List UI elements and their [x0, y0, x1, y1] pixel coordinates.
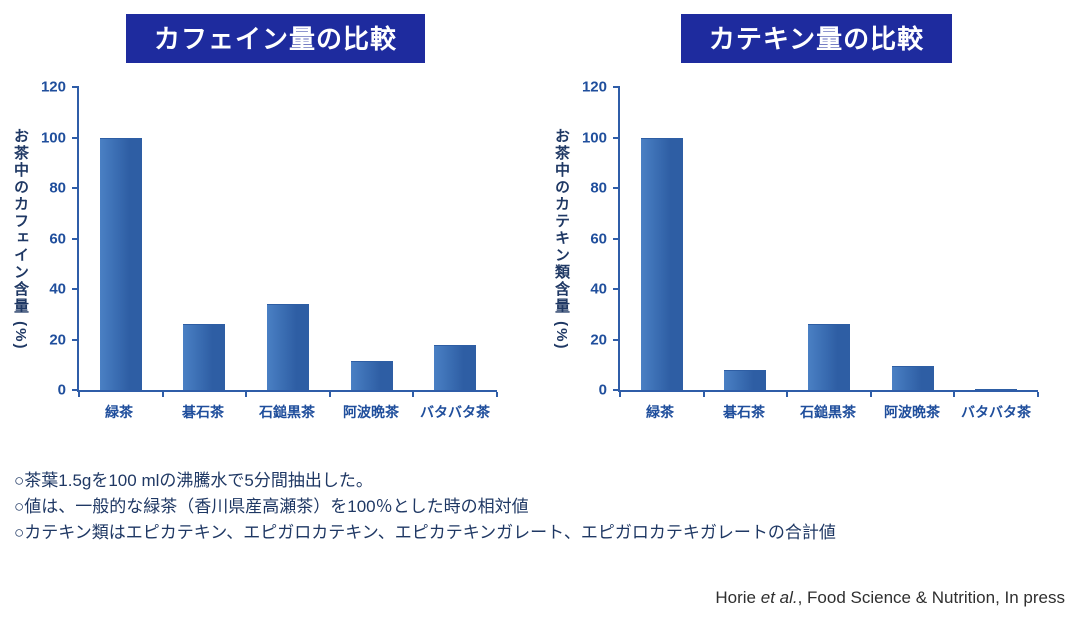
y-tick-label: 100: [40, 129, 66, 146]
plot-area: 0 20 40 60 80 100 120: [582, 80, 1039, 398]
y-tick-label: 0: [57, 381, 66, 399]
x-category-label: 緑茶: [646, 404, 674, 420]
bar-slot: [871, 87, 955, 390]
bars-row: [620, 87, 1038, 390]
caffeine-chart: カフェイン量の比較 お茶中のカフェイン含量 (%) 0 20 40 60 80 100 12…: [0, 14, 541, 422]
bar-slot: [330, 87, 414, 390]
bar: [434, 344, 477, 390]
y-tick-label: 80: [590, 179, 607, 197]
x-tick-mark: [328, 392, 331, 397]
bar: [183, 324, 226, 390]
y-tick-label: 60: [590, 230, 607, 247]
bar-slot: [787, 87, 871, 390]
x-tick-mark: [953, 392, 956, 397]
chart-body: お茶中のカテキン類含量 (%) 0 20 40 60 80 100 120 緑茶 碁石茶 石鎚黒…: [551, 80, 1082, 422]
y-tick-label: 120: [581, 78, 607, 96]
y-tick-mark: [72, 237, 79, 240]
bars-row: [79, 87, 497, 390]
chart-body: お茶中のカフェイン含量 (%) 0 20 40 60 80 100 120 緑茶 碁石茶 石鎚黒…: [10, 80, 541, 422]
bar: [99, 137, 142, 390]
x-category-label: 石鎚黒茶: [800, 404, 856, 420]
x-category-label: 碁石茶: [182, 404, 224, 420]
x-tick-mark: [161, 392, 164, 397]
y-tick-label: 0: [598, 381, 607, 399]
bar: [891, 366, 934, 390]
x-category-label: 緑茶: [105, 404, 133, 420]
bar-slot: [163, 87, 247, 390]
y-tick-label: 80: [49, 179, 66, 197]
x-category-label: 石鎚黒茶: [259, 404, 315, 420]
plot-wrap: 0 20 40 60 80 100 120 緑茶 碁石茶 石鎚黒茶 阿波晩茶 バタバタ茶: [41, 80, 498, 422]
bar: [266, 304, 309, 390]
bar: [350, 360, 393, 390]
plot-area: 0 20 40 60 80 100 120: [41, 80, 498, 398]
x-axis-labels: 緑茶 碁石茶 石鎚黒茶 阿波晩茶 バタバタ茶: [618, 402, 1038, 422]
y-tick-mark: [72, 288, 79, 290]
y-tick-label: 60: [49, 230, 66, 247]
citation-author: Horie: [715, 588, 761, 607]
bar-slot: [954, 87, 1038, 390]
bar-slot: [246, 87, 330, 390]
y-tick-mark: [613, 187, 620, 189]
citation-source: , Food Science & Nutrition, In press: [797, 588, 1065, 607]
y-tick-label: 120: [40, 78, 66, 96]
footnotes: ○茶葉1.5gを100 mlの沸騰水で5分間抽出した。 ○値は、一般的な緑茶（香…: [14, 468, 1083, 546]
x-tick-mark: [78, 392, 80, 397]
x-tick-mark: [869, 392, 872, 397]
y-tick-label: 40: [49, 280, 66, 298]
y-tick-mark: [613, 288, 620, 290]
x-category-label: 碁石茶: [723, 404, 765, 420]
y-tick-label: 100: [581, 129, 607, 146]
citation: Horie et al., Food Science & Nutrition, …: [715, 588, 1065, 608]
footnote-line: ○値は、一般的な緑茶（香川県産高瀬茶）を100％とした時の相対値: [14, 497, 529, 516]
x-tick-mark: [1037, 392, 1039, 397]
x-tick-mark: [412, 392, 415, 397]
bar: [975, 388, 1018, 390]
bar: [640, 137, 683, 390]
y-tick-mark: [613, 86, 620, 88]
footnote-line: ○茶葉1.5gを100 mlの沸騰水で5分間抽出した。: [14, 471, 373, 490]
footnote-line: ○カテキン類はエピカテキン、エピガロカテキン、エピカテキンガレート、エピガロカテ…: [14, 523, 836, 542]
y-tick-mark: [72, 136, 79, 139]
y-tick-mark: [72, 187, 79, 189]
chart-title-caffeine: カフェイン量の比較: [125, 14, 425, 63]
y-tick-label: 20: [590, 331, 607, 348]
y-axis-label: お茶中のカテキン類含量 (%): [553, 128, 570, 351]
bar: [807, 324, 850, 390]
bar: [724, 369, 767, 390]
x-category-label: 阿波晩茶: [884, 404, 940, 420]
y-tick-mark: [72, 389, 79, 391]
y-tick-mark: [613, 136, 620, 139]
y-tick-mark: [613, 237, 620, 240]
x-tick-mark: [786, 392, 789, 397]
x-tick-mark: [245, 392, 248, 397]
y-tick-mark: [72, 86, 79, 88]
charts-row: カフェイン量の比較 お茶中のカフェイン含量 (%) 0 20 40 60 80 100 12…: [0, 14, 1082, 422]
x-tick-mark: [496, 392, 498, 397]
citation-etal: et al.: [760, 588, 798, 607]
y-tick-label: 20: [49, 331, 66, 348]
x-tick-mark: [702, 392, 705, 397]
catechin-chart: カテキン量の比較 お茶中のカテキン類含量 (%) 0 20 40 60 80 100 120…: [541, 14, 1082, 422]
bar-slot: [79, 87, 163, 390]
plot-wrap: 0 20 40 60 80 100 120 緑茶 碁石茶 石鎚黒茶 阿波晩茶 バタバタ茶: [582, 80, 1039, 422]
x-category-label: バタバタ茶: [961, 404, 1031, 420]
x-axis-labels: 緑茶 碁石茶 石鎚黒茶 阿波晩茶 バタバタ茶: [77, 402, 497, 422]
bar-slot: [413, 87, 497, 390]
y-tick-label: 40: [590, 280, 607, 298]
y-axis-label: お茶中のカフェイン含量 (%): [12, 128, 29, 351]
bar-slot: [704, 87, 788, 390]
y-tick-mark: [613, 389, 620, 391]
x-tick-mark: [619, 392, 621, 397]
y-tick-mark: [613, 338, 620, 341]
bar-slot: [620, 87, 704, 390]
y-tick-mark: [72, 338, 79, 341]
x-category-label: バタバタ茶: [420, 404, 490, 420]
x-category-label: 阿波晩茶: [343, 404, 399, 420]
chart-title-catechin: カテキン量の比較: [680, 14, 953, 63]
